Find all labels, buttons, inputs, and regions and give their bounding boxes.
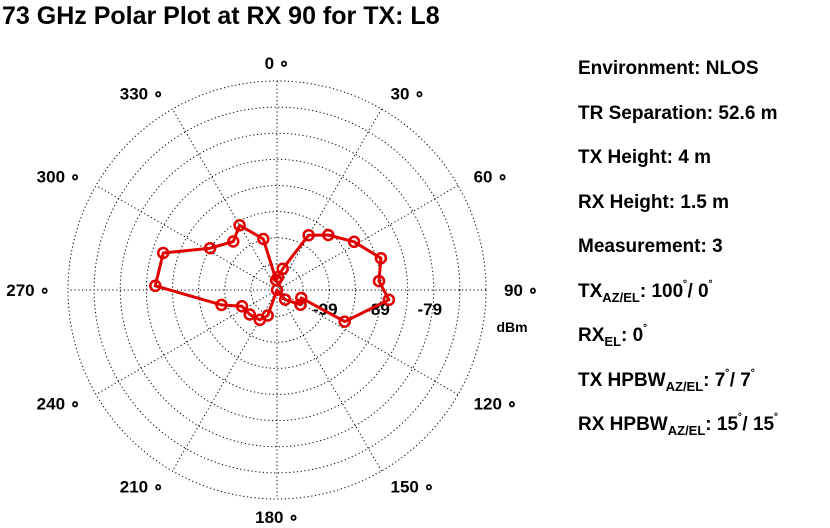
angle-label: 0 ∘ bbox=[265, 54, 290, 73]
data-point bbox=[253, 313, 267, 327]
data-point bbox=[269, 273, 283, 287]
data-point bbox=[149, 279, 162, 293]
measurement-label: Measurement: 3 bbox=[578, 236, 723, 257]
angle-labels: 0 ∘ 30 ∘ 60 ∘ 90 ∘ 120 ∘ 150 ∘ 180 ∘ 210 ∘ 240 ∘… bbox=[6, 54, 538, 527]
radial-tick-label: -89 bbox=[365, 300, 390, 319]
rx-el-label: RXEL: 0˚ bbox=[578, 322, 648, 349]
angle-label: 270 ∘ bbox=[6, 281, 50, 300]
unit-label: dBm bbox=[496, 319, 527, 335]
grid-ring bbox=[119, 132, 435, 448]
data-point bbox=[302, 228, 315, 242]
data-point bbox=[203, 241, 217, 255]
chart-title: 73 GHz Polar Plot at RX 90 for TX: L8 bbox=[2, 2, 440, 30]
data-point bbox=[338, 315, 351, 328]
data-point bbox=[372, 274, 386, 288]
angle-label: 120 ∘ bbox=[474, 395, 518, 414]
data-point bbox=[347, 235, 361, 249]
angle-label: 330 ∘ bbox=[120, 84, 164, 103]
angle-label: 180 ∘ bbox=[255, 508, 299, 527]
data-point bbox=[382, 293, 396, 307]
data-point bbox=[156, 246, 170, 260]
data-point bbox=[322, 228, 335, 242]
polar-plot: 0 ∘ 30 ∘ 60 ∘ 90 ∘ 120 ∘ 150 ∘ 180 ∘ 210 ∘ 240 ∘… bbox=[6, 54, 538, 527]
data-point bbox=[295, 291, 308, 305]
data-point bbox=[215, 298, 228, 312]
data-point bbox=[227, 235, 240, 248]
data-point bbox=[276, 262, 289, 276]
environment-label: Environment: NLOS bbox=[578, 58, 759, 79]
angle-label: 60 ∘ bbox=[474, 168, 508, 187]
tx-angle-label: TXAZ/EL: 100˚/ 0˚ bbox=[578, 277, 713, 305]
tx-height-label: TX Height: 4 m bbox=[578, 147, 712, 168]
data-point bbox=[233, 219, 246, 232]
data-point bbox=[257, 232, 270, 246]
data-point bbox=[235, 300, 249, 313]
tx-hpbw-label: TX HPBWAZ/EL: 7˚/ 7˚ bbox=[578, 366, 756, 394]
data-point bbox=[278, 293, 292, 306]
angle-label: 30 ∘ bbox=[391, 84, 425, 103]
radial-tick-label: -79 bbox=[418, 300, 443, 319]
tr-separation-label: TR Separation: 52.6 m bbox=[578, 102, 778, 124]
data-point bbox=[243, 308, 257, 321]
rx-hpbw-label: RX HPBWAZ/EL: 15˚/ 15˚ bbox=[578, 411, 779, 438]
angle-label: 150 ∘ bbox=[391, 478, 435, 497]
data-point bbox=[374, 251, 388, 265]
series-group bbox=[149, 219, 396, 328]
grid-ring bbox=[198, 211, 356, 369]
grid-ring bbox=[145, 158, 409, 422]
data-point bbox=[294, 298, 307, 311]
rx-height-label: RX Height: 1.5 m bbox=[578, 191, 729, 213]
angle-label: 210 ∘ bbox=[120, 478, 164, 497]
angle-label: 90 ∘ bbox=[504, 281, 538, 300]
angle-label: 240 ∘ bbox=[37, 395, 81, 414]
info-panel: Environment: NLOS TR Separation: 52.6 m … bbox=[578, 58, 830, 459]
angle-label: 300 ∘ bbox=[37, 168, 81, 187]
